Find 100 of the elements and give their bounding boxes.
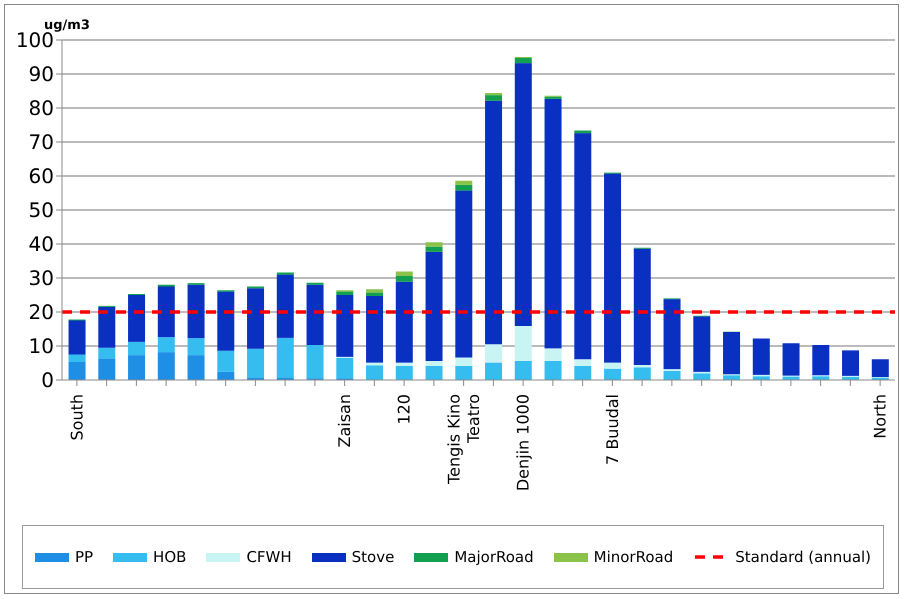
bar	[842, 350, 860, 376]
bar	[574, 359, 592, 366]
bar	[396, 272, 413, 276]
bar	[366, 362, 384, 366]
bar	[396, 276, 413, 282]
bar	[544, 98, 562, 348]
bar	[455, 190, 472, 358]
bar	[664, 370, 681, 380]
y-tick-label: 20	[28, 300, 54, 324]
bar	[634, 248, 651, 366]
bar	[306, 344, 324, 378]
bar	[574, 130, 592, 134]
legend-label: Standard (annual)	[735, 548, 872, 566]
x-tick-label: South	[67, 394, 86, 440]
bar	[604, 362, 622, 369]
bar	[306, 284, 324, 345]
bar	[693, 316, 710, 372]
legend-label: Stove	[352, 548, 394, 566]
bar	[426, 252, 443, 361]
bar	[336, 292, 354, 295]
bar	[574, 133, 592, 360]
bar	[485, 100, 502, 344]
legend-label: PP	[74, 548, 94, 566]
bar	[336, 295, 354, 357]
bar	[128, 342, 146, 356]
bar	[98, 306, 116, 348]
bar	[336, 358, 354, 378]
bar	[634, 367, 651, 380]
bar	[128, 355, 146, 380]
bar	[455, 180, 472, 185]
x-tick-label: Zaisan	[335, 394, 354, 448]
bar	[604, 368, 622, 380]
bar	[426, 242, 443, 247]
bar	[366, 292, 384, 296]
x-tick-label: Tengis Kino Teatro	[444, 394, 483, 485]
bar	[276, 338, 294, 378]
bar	[752, 338, 770, 375]
bar	[366, 296, 384, 363]
bar	[158, 352, 175, 380]
bar	[366, 289, 384, 293]
bar	[812, 344, 830, 376]
y-tick-label: 40	[28, 232, 54, 256]
bar	[544, 348, 562, 361]
x-tick-label: North	[870, 394, 890, 439]
bar	[217, 292, 234, 351]
bar	[455, 358, 472, 366]
bar	[514, 360, 532, 380]
legend-label: CFWH	[246, 548, 292, 566]
bar	[574, 366, 592, 380]
legend-label: MinorRoad	[594, 548, 674, 566]
bar	[426, 246, 443, 252]
bar	[544, 360, 562, 380]
bar	[68, 320, 86, 354]
bar	[396, 362, 413, 366]
bar	[128, 295, 146, 342]
bar	[217, 372, 234, 380]
bar	[455, 366, 472, 380]
y-tick-label: 90	[28, 62, 54, 86]
x-tick-label: 120	[394, 394, 414, 425]
bar	[455, 184, 472, 191]
y-tick-label: 70	[28, 130, 54, 154]
bar	[723, 375, 740, 380]
bar	[68, 354, 86, 362]
y-tick-label: 10	[28, 334, 54, 358]
bar	[247, 288, 264, 349]
bar	[485, 362, 502, 380]
bar	[723, 332, 740, 374]
bar	[396, 366, 413, 380]
bar	[68, 362, 86, 380]
y-tick-label: 30	[28, 266, 54, 290]
y-tick-label: 80	[28, 96, 54, 120]
bar	[366, 365, 384, 380]
bar	[426, 366, 443, 380]
bar	[276, 274, 294, 338]
legend-label: MajorRoad	[454, 548, 534, 566]
bar	[158, 337, 175, 352]
bar	[514, 58, 532, 64]
bar	[426, 360, 443, 366]
bar	[98, 348, 116, 359]
y-tick-label: 60	[28, 164, 54, 188]
bar	[158, 286, 175, 338]
y-tick-label: 50	[28, 198, 54, 222]
bar	[693, 374, 710, 380]
legend-label: HOB	[153, 548, 186, 566]
bar	[485, 95, 502, 101]
bar	[514, 326, 532, 361]
bar	[98, 358, 116, 380]
x-tick-label: Denjin 1000	[514, 394, 533, 492]
bar	[514, 63, 532, 326]
bar	[188, 338, 205, 356]
bar	[247, 348, 264, 378]
bar	[188, 355, 205, 380]
x-tick-label: 7 Buudal	[602, 394, 622, 465]
bar	[782, 343, 800, 376]
bar	[188, 284, 205, 338]
y-tick-label: 0	[41, 368, 54, 392]
bar	[217, 350, 234, 372]
bar	[396, 282, 413, 363]
bar	[664, 299, 681, 370]
bar	[485, 344, 502, 363]
